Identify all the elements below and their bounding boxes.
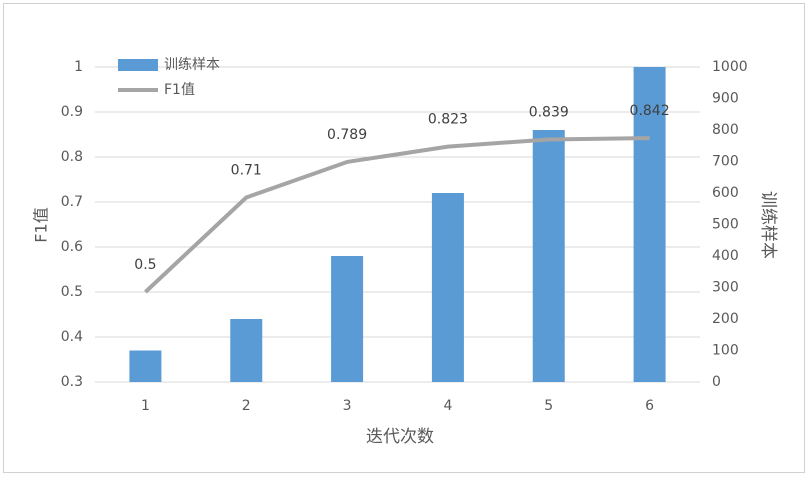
data-label: 0.789 (327, 127, 367, 143)
legend-label: F1值 (164, 82, 195, 98)
data-label: 0.839 (529, 104, 569, 120)
y2-tick-label: 900 (712, 91, 739, 107)
y2-axis-title: 训练样本 (758, 191, 778, 259)
y2-tick-label: 1000 (712, 59, 748, 75)
legend-label: 训练样本 (164, 57, 220, 73)
x-tick-label: 3 (343, 398, 352, 414)
bar (230, 319, 263, 382)
y-axis-title: F1值 (32, 207, 51, 242)
y-tick-label: 0.3 (61, 374, 83, 390)
y-tick-label: 0.7 (61, 194, 83, 210)
data-label: 0.71 (231, 163, 262, 179)
x-tick-label: 4 (443, 398, 452, 414)
data-label: 0.5 (134, 257, 156, 273)
x-tick-label: 6 (645, 398, 654, 414)
y2-tick-label: 600 (712, 185, 739, 201)
legend-swatch (118, 59, 158, 71)
x-axis-title: 迭代次数 (366, 427, 434, 447)
bar (532, 130, 565, 382)
y2-tick-label: 200 (712, 311, 739, 327)
line (144, 136, 650, 294)
bar (633, 67, 666, 382)
data-label: 0.823 (428, 112, 468, 128)
y-tick-label: 1 (74, 59, 83, 75)
y-tick-label: 0.5 (61, 284, 83, 300)
y-tick-label: 0.9 (61, 104, 83, 120)
y-tick-label: 0.4 (61, 329, 83, 345)
y2-tick-label: 300 (712, 280, 739, 296)
bar (431, 193, 464, 382)
y2-tick-label: 100 (712, 343, 739, 359)
chart-border (3, 3, 805, 473)
y-tick-label: 0.6 (61, 239, 83, 255)
data-label: 0.842 (630, 103, 670, 119)
x-tick-label: 5 (544, 398, 553, 414)
bar (129, 350, 162, 382)
y2-tick-label: 0 (712, 374, 721, 390)
y2-tick-label: 500 (712, 217, 739, 233)
x-tick-label: 1 (141, 398, 150, 414)
y-tick-label: 0.8 (61, 149, 83, 165)
y2-tick-label: 400 (712, 248, 739, 264)
x-tick-label: 2 (242, 398, 251, 414)
y2-tick-label: 800 (712, 122, 739, 138)
y2-tick-label: 700 (712, 154, 739, 170)
bar (331, 256, 364, 382)
